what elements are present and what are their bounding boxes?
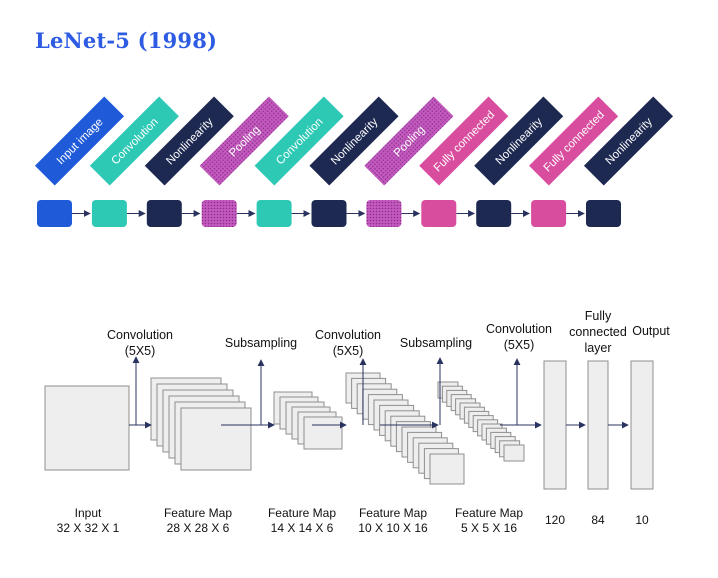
pipeline-block-pooling — [366, 200, 402, 227]
operation-label: (5X5) — [333, 344, 364, 358]
layer-map-2 — [180, 407, 252, 471]
pipeline-tag-bg — [419, 96, 509, 186]
page-title: LeNet-5 (1998) — [35, 28, 218, 53]
operation-label: connected — [569, 325, 627, 339]
layer-label: 14 X 14 X 6 — [271, 521, 334, 535]
pipeline-block-nonlinearity — [311, 200, 347, 227]
layer-label: Feature Map — [455, 506, 523, 520]
pipeline-blocks — [37, 200, 621, 227]
operation-label: (5X5) — [125, 344, 156, 358]
layer-label: Feature Map — [359, 506, 427, 520]
pipeline-block-nonlinearity — [586, 200, 621, 227]
operation-label: Output — [632, 324, 670, 338]
operation-label: Fully — [585, 309, 612, 323]
layer-label: 10 — [635, 513, 649, 527]
pipeline-tags: Input image Convolution Nonlinearity Poolin… — [34, 96, 674, 186]
pipeline-block-input — [37, 200, 72, 227]
layer-label: Feature Map — [268, 506, 336, 520]
operation-label: (5X5) — [504, 338, 535, 352]
pipeline-tag-bg — [364, 96, 454, 186]
pipeline-block-fully-connected — [421, 200, 457, 227]
pipeline-tag-bg — [89, 96, 179, 186]
pipeline-block-pooling — [201, 200, 237, 227]
layer-label: Feature Map — [164, 506, 232, 520]
pipeline-tag-bg — [34, 96, 125, 186]
layer-map-8 — [630, 360, 654, 490]
layer-map-5 — [503, 444, 525, 462]
layer-map-4 — [429, 453, 465, 485]
operation-label: Convolution — [315, 328, 381, 342]
layer-map-3 — [303, 416, 343, 450]
operation-label: Subsampling — [225, 336, 297, 350]
pipeline-tag-bg — [254, 96, 344, 186]
layer-label: Input — [75, 506, 102, 520]
pipeline-block-nonlinearity — [146, 200, 182, 227]
layer-label: 28 X 28 X 6 — [167, 521, 230, 535]
layer-label: 5 X 5 X 16 — [461, 521, 517, 535]
pipeline-block-nonlinearity — [476, 200, 512, 227]
layer-map-7 — [587, 360, 609, 490]
operation-label: Convolution — [486, 322, 552, 336]
pipeline-block-convolution — [256, 200, 292, 227]
pipeline-block-convolution — [91, 200, 127, 227]
pipeline-tag-bg — [474, 96, 564, 186]
layer-map-1 — [44, 385, 130, 471]
operation-label: Subsampling — [400, 336, 472, 350]
architecture-diagram: Convolution (5X5) Subsampling Convolution (5… — [44, 309, 670, 535]
pipeline-block-fully-connected — [531, 200, 567, 227]
pipeline-tag-bg — [529, 96, 619, 186]
layer-map-6 — [543, 360, 567, 490]
layer-label: 120 — [545, 513, 565, 527]
operation-label: Convolution — [107, 328, 173, 342]
layer-label: 10 X 10 X 16 — [358, 521, 428, 535]
operation-label: layer — [584, 341, 611, 355]
pipeline-tag-bg — [309, 96, 399, 186]
pipeline-tag-bg — [199, 96, 289, 186]
layer-label: 84 — [591, 513, 605, 527]
pipeline-tag-bg — [144, 96, 234, 186]
layer-label: 32 X 32 X 1 — [57, 521, 120, 535]
pipeline-tag-bg — [583, 96, 674, 186]
